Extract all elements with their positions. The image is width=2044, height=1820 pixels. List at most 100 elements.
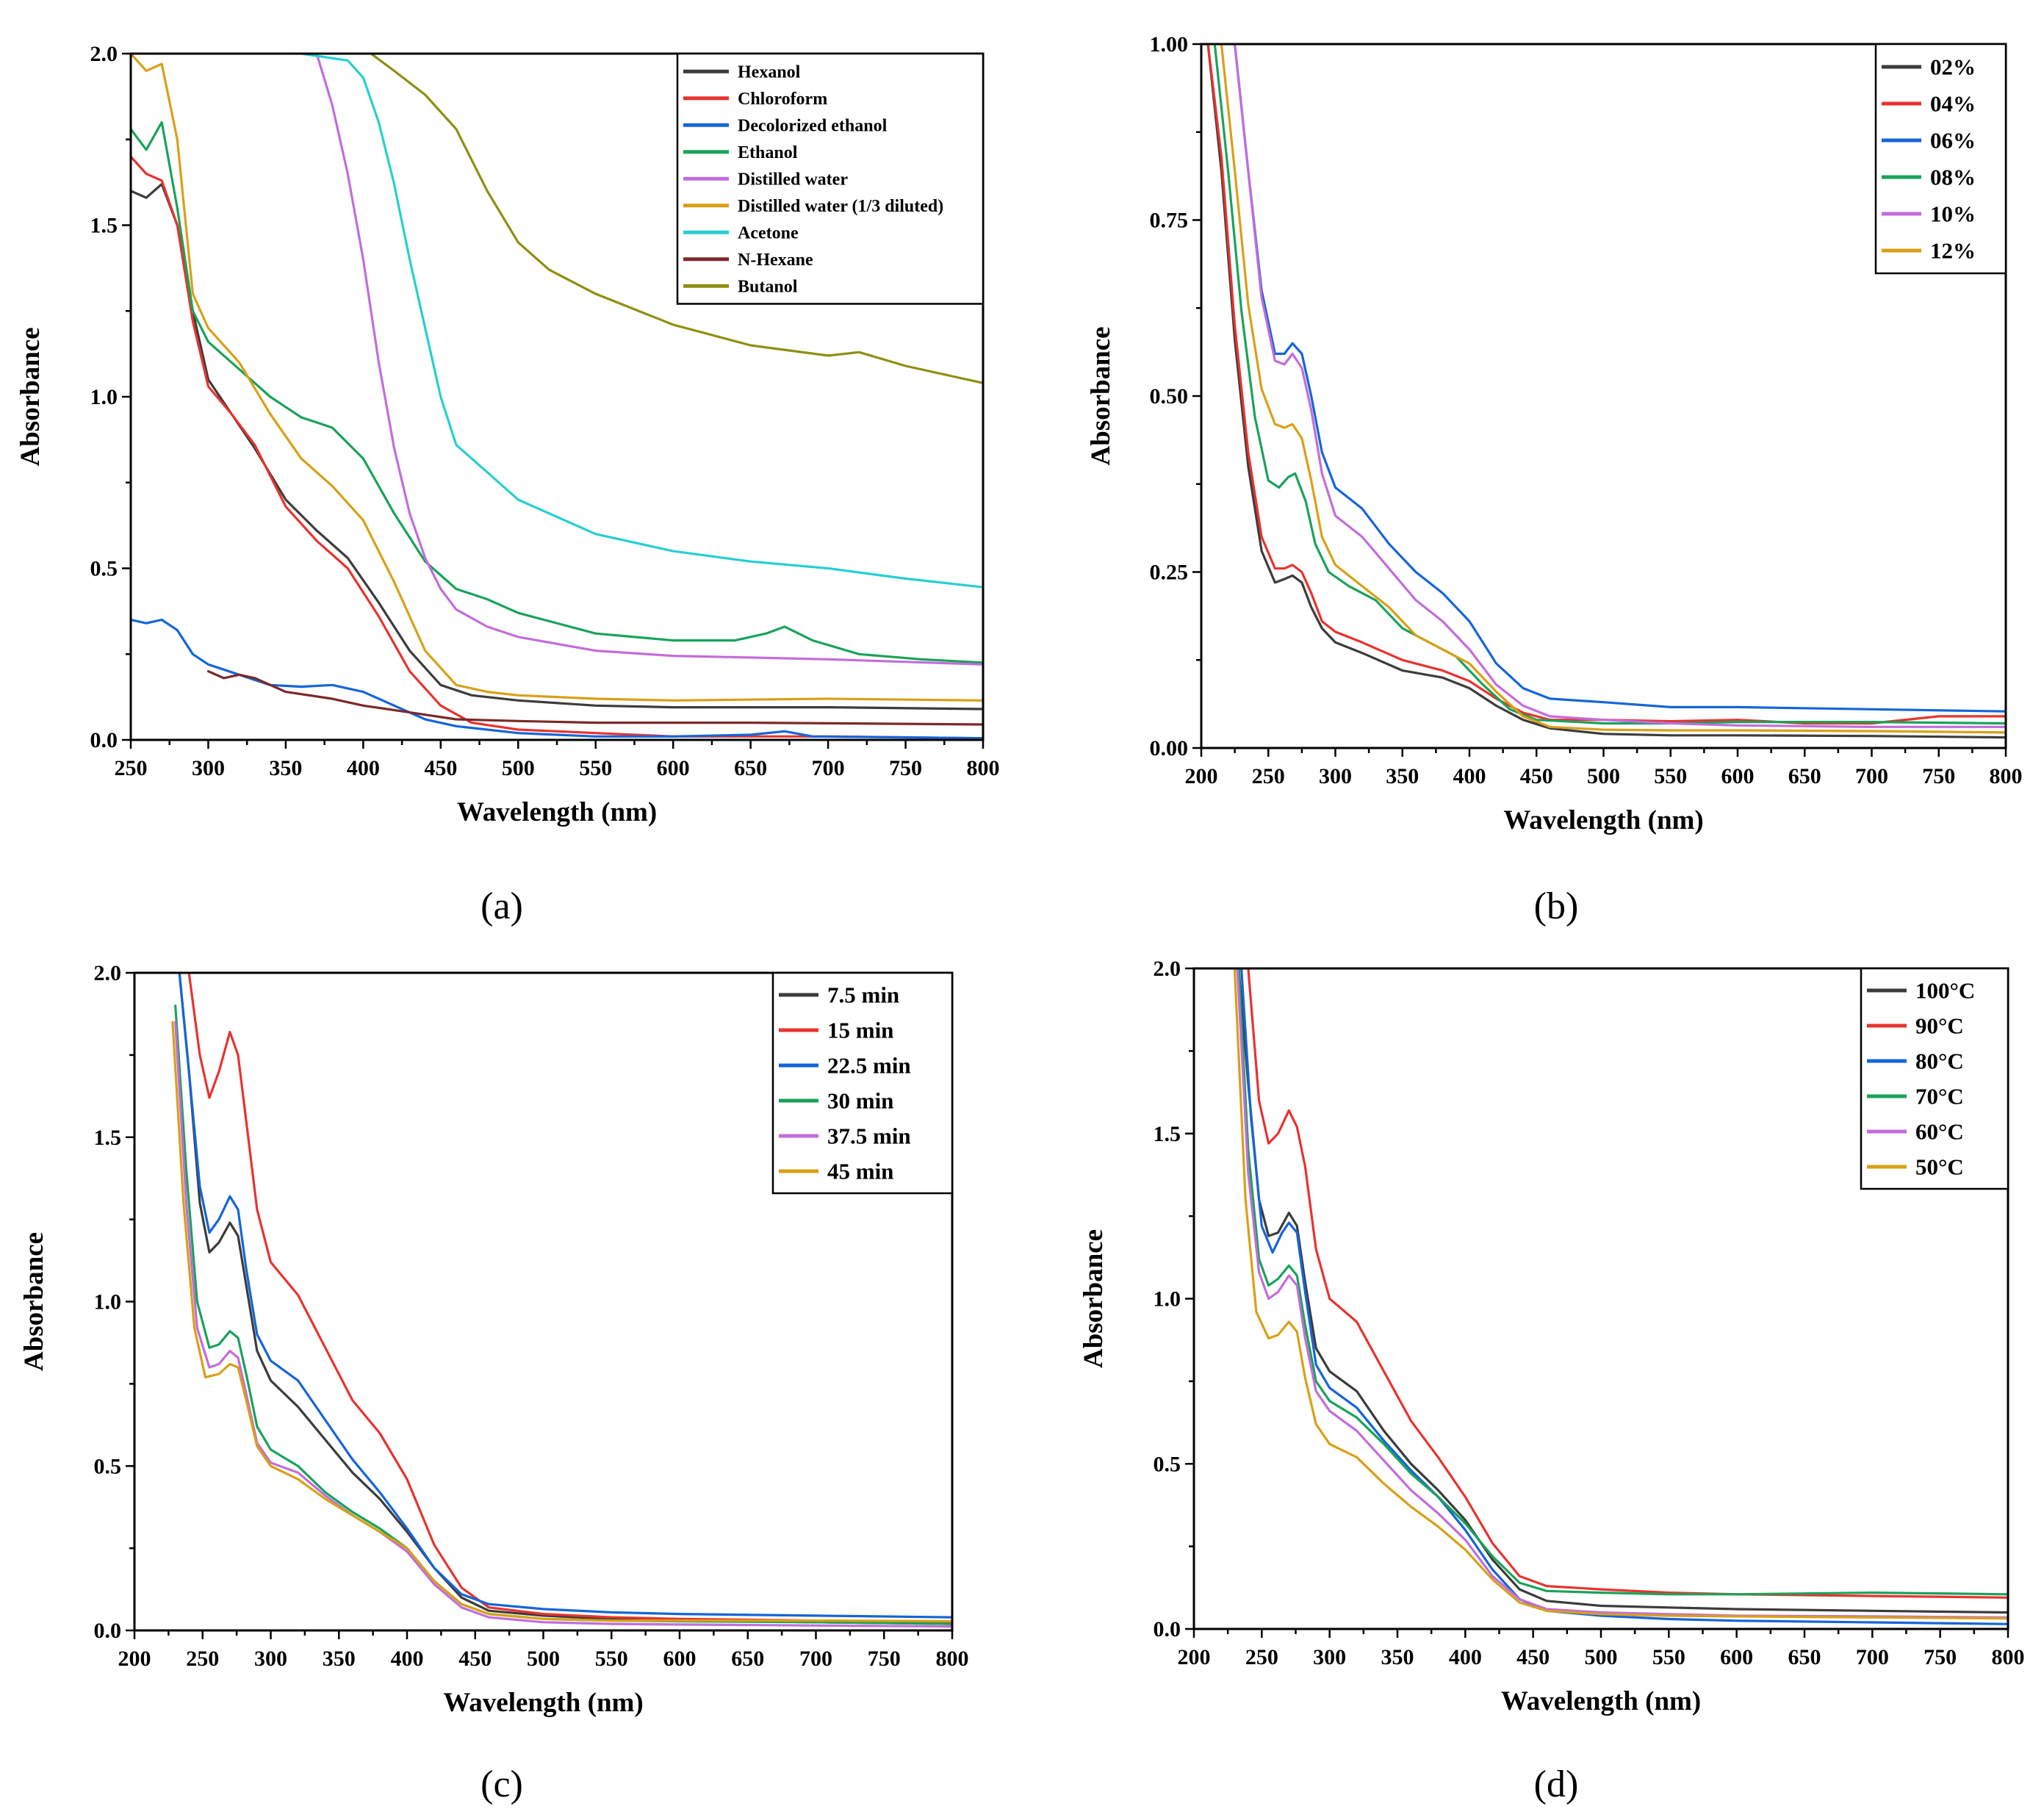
chart-c: 200 250 300 350 400 450 500 550 600 650 700 750 800 0… <box>19 961 969 1805</box>
legend-label: 15 min <box>827 1018 893 1043</box>
x-tick-label: 350 <box>323 1647 356 1671</box>
series-line-n-hexane <box>206 670 983 726</box>
legend-label: 06% <box>1930 128 1976 154</box>
legend-box <box>771 971 954 1195</box>
legend-label: Distilled water (1/3 diluted) <box>738 197 943 216</box>
y-tick-label: 1.5 <box>90 214 118 238</box>
x-tick-label: 600 <box>1721 764 1755 788</box>
series-group <box>131 54 983 740</box>
x-tick-label: 550 <box>1654 764 1687 788</box>
y-axis-title: Absorbance <box>19 1232 49 1371</box>
x-tick-label: 650 <box>1788 764 1821 788</box>
y-tick-label: 2.0 <box>90 42 118 66</box>
x-tick-label: 550 <box>1652 1645 1685 1669</box>
legend-label: 37.5 min <box>827 1123 911 1149</box>
legend-label: Ethanol <box>738 143 798 162</box>
y-tick-label: 0.0 <box>1154 1617 1181 1641</box>
panel-label: (b) <box>1534 885 1579 927</box>
series-line-10- <box>1234 44 2006 728</box>
legend-label: Butanol <box>738 277 798 296</box>
series-line-distilled-water-1-3-diluted- <box>131 54 983 702</box>
x-tick-label: 300 <box>192 756 225 780</box>
x-tick-label: 450 <box>424 756 457 780</box>
y-tick-label: 0.5 <box>94 1454 122 1478</box>
x-tick-label: 700 <box>812 756 845 780</box>
series-line-70-c <box>1237 968 2008 1596</box>
x-tick-label: 350 <box>1381 1645 1414 1669</box>
series-line-15-min <box>187 973 952 1624</box>
x-tick-label: 600 <box>657 756 690 780</box>
x-tick-label: 600 <box>1720 1645 1753 1669</box>
x-tick-label: 650 <box>731 1647 764 1671</box>
y-tick-label: 1.0 <box>90 385 118 409</box>
x-tick-label: 700 <box>1856 1645 1889 1669</box>
x-tick-label: 800 <box>1990 764 2023 788</box>
x-tick-label: 400 <box>1449 1645 1482 1669</box>
x-tick-label: 250 <box>1252 764 1285 788</box>
legend-box <box>1860 967 2009 1190</box>
x-tick-label: 350 <box>1386 764 1419 788</box>
x-tick-label: 750 <box>889 756 922 780</box>
chart-a: 250 300 350 400 450 500 550 600 650 700 750 800 0.0 0… <box>15 42 1000 927</box>
x-tick-label: 250 <box>115 756 148 780</box>
legend-box <box>1874 43 2007 275</box>
x-tick-label: 650 <box>1788 1645 1821 1669</box>
y-tick-label: 1.5 <box>1154 1122 1181 1146</box>
y-tick-label: 1.0 <box>94 1290 122 1314</box>
legend-label: Acetone <box>738 223 799 242</box>
x-tick-label: 450 <box>458 1647 492 1671</box>
x-tick-label: 450 <box>1516 1645 1550 1669</box>
y-tick-label: 1.00 <box>1150 32 1189 57</box>
legend-label: 60°C <box>1915 1119 1964 1145</box>
y-tick-label: 1.5 <box>94 1126 122 1150</box>
series-line-90-c <box>1247 968 2008 1599</box>
y-axis-title: Absorbance <box>1079 1229 1109 1368</box>
series-line-distilled-water <box>315 54 983 666</box>
series-line-12- <box>1220 44 2006 734</box>
x-tick-label: 550 <box>595 1647 628 1671</box>
panel-label: (c) <box>481 1763 523 1805</box>
y-tick-label: 2.0 <box>1154 957 1181 981</box>
series-line-butanol <box>370 54 983 384</box>
legend-label: N-Hexane <box>738 251 813 270</box>
x-tick-label: 300 <box>1319 764 1352 788</box>
legend-label: Decolorized ethanol <box>738 116 888 135</box>
x-tick-label: 800 <box>1992 1645 2025 1669</box>
x-axis-title: Wavelength (nm) <box>457 797 657 827</box>
x-axis-title: Wavelength (nm) <box>1501 1686 1701 1716</box>
x-tick-label: 250 <box>186 1647 219 1671</box>
y-tick-label: 0.5 <box>1154 1452 1181 1476</box>
x-tick-label: 400 <box>391 1647 424 1671</box>
legend-label: Hexanol <box>738 62 801 82</box>
legend-label: 70°C <box>1915 1084 1964 1109</box>
series-group <box>1233 968 2008 1625</box>
panel-label: (d) <box>1534 1763 1579 1805</box>
x-tick-label: 250 <box>1245 1645 1278 1669</box>
x-tick-label: 350 <box>269 756 302 780</box>
series-line-37-5-min <box>174 1021 952 1628</box>
series-line-50-c <box>1233 968 2008 1620</box>
y-tick-label: 2.0 <box>94 961 122 985</box>
legend-label: 22.5 min <box>827 1053 911 1079</box>
legend: 7.5 min 15 min 22.5 min 30 min 37.5 min 45 mi… <box>771 971 954 1195</box>
legend-label: 04% <box>1930 91 1976 117</box>
legend-label: 10% <box>1930 201 1976 227</box>
legend-label: 12% <box>1930 238 1976 264</box>
y-tick-label: 0.50 <box>1150 384 1189 409</box>
legend-label: 02% <box>1930 54 1976 80</box>
y-tick-label: 0.0 <box>94 1619 122 1643</box>
series-line-acetone <box>300 54 983 589</box>
legend-label: Chloroform <box>738 90 827 109</box>
x-tick-label: 600 <box>663 1647 697 1671</box>
series-group <box>1206 44 2006 739</box>
chart-b: 200 250 300 350 400 450 500 550 600 650 700 750 800 0… <box>1086 32 2023 927</box>
chart-d: 200 250 300 350 400 450 500 550 600 650 700 750 800 0… <box>1079 957 2025 1805</box>
series-line-08- <box>1213 44 2006 725</box>
x-tick-label: 300 <box>254 1647 287 1671</box>
series-line-04- <box>1206 44 2006 725</box>
x-tick-label: 200 <box>118 1647 151 1671</box>
x-tick-label: 500 <box>1587 764 1620 788</box>
series-line-7-5-min <box>178 973 952 1625</box>
legend: 100°C 90°C 80°C 70°C 60°C 50°C <box>1860 967 2009 1190</box>
